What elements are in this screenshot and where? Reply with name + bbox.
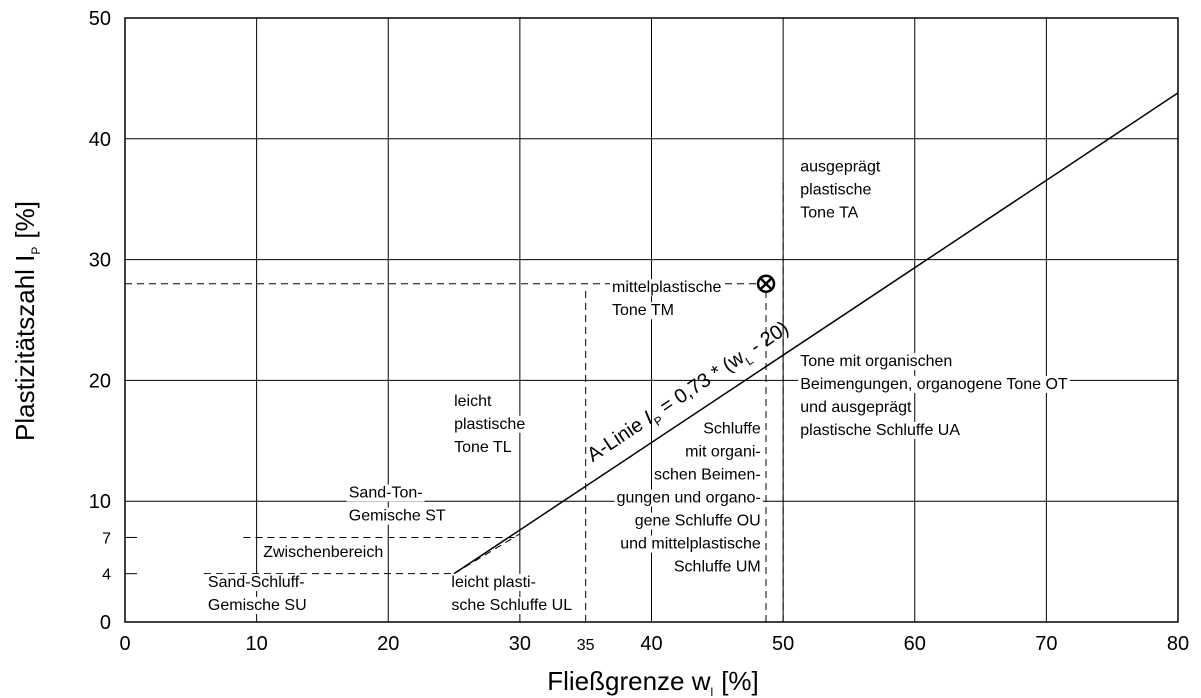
region-label-4-line-0: Schluffe [703,421,761,438]
region-label-4-line-4: gene Schluffe OU [635,513,761,530]
series-layer [453,92,1179,575]
a-line [453,92,1179,575]
y-tick-label-4: 4 [102,567,111,584]
region-label-3-line-1: plastische [454,416,525,433]
region-label-bg-3-0 [452,392,494,410]
region-label-8-line-1: sche Schluffe UL [451,597,572,614]
x-tick-label-40: 40 [640,633,662,655]
data-marker [756,274,776,294]
x-tick-label-60: 60 [904,633,926,655]
region-label-1-line-0: mittelplastische [612,279,721,296]
region-label-8-line-0: leicht plasti- [451,574,535,591]
x-tick-labels: 0 10 20 30 40 50 60 70 80 35 [119,633,1189,655]
x-tick-label-10: 10 [246,633,268,655]
region-label-4-line-3: gungen und organo- [617,490,761,507]
region-label-2-line-3: plastische Schluffe UA [800,422,960,439]
region-label-bg-4-1 [683,443,763,461]
region-label-bg-1-0 [610,279,724,297]
region-boundaries [125,181,784,622]
region-label-bg-8-1 [449,596,575,614]
region-label-3-line-2: Tone TL [454,439,512,456]
y-tick-label-20: 20 [89,370,111,392]
region-label-3-line-0: leicht [454,393,492,410]
region-label-bg-3-1 [452,415,528,433]
region-label-4-line-1: mit organi- [685,444,761,461]
region-label-bg-4-4 [632,512,763,530]
grid [124,17,1179,623]
x-tick-label-35: 35 [577,637,595,654]
y-tick-label-30: 30 [89,250,111,272]
region-label-4-line-6: Schluffe UM [674,559,761,576]
y-tick-label-0: 0 [100,612,111,634]
y-tick-label-10: 10 [89,491,111,513]
region-labels: ausgeprägt plastische Tone TA mittelplastis… [205,158,1070,614]
marker-cross-b [759,277,773,291]
region-label-bg-4-6 [671,558,763,576]
x-tick-label-20: 20 [377,633,399,655]
region-label-7-line-0: Sand-Schluff- [208,574,305,591]
region-label-bg-0-0 [798,158,883,176]
plot-frame [124,17,1179,623]
x-tick-label-0: 0 [119,633,130,655]
region-label-bg-2-3 [798,421,963,439]
y-axis-title: Plastizitätszahl IP[%] [10,201,43,441]
x-tick-label-50: 50 [772,633,794,655]
region-label-bg-3-2 [452,438,514,456]
region-label-bg-0-2 [798,204,861,222]
region-label-bg-0-1 [798,181,874,199]
region-label-bg-4-2 [652,466,763,484]
region-label-bg-7-0 [205,573,307,591]
region-label-7-line-1: Gemische SU [208,597,307,614]
region-label-4-line-5: und mittelplastische [620,536,761,553]
region-label-5-line-0: Sand-Ton- [349,485,423,502]
region-label-bg-2-2 [798,398,914,416]
y-tick-label-40: 40 [89,129,111,151]
region-label-bg-4-0 [701,420,763,438]
x-tick-label-30: 30 [509,633,531,655]
region-label-4-line-2: schen Beimen- [654,467,761,484]
region-label-bg-7-1 [205,596,309,614]
region-label-2-line-1: Beimengungen, organogene Tone OT [800,376,1068,393]
region-label-0-line-1: plastische [800,181,871,198]
region-label-0-line-2: Tone TA [800,204,858,221]
region-label-bg-1-1 [610,302,676,320]
region-label-6-line-0: Zwischenbereich [263,544,383,561]
region-label-bg-8-0 [449,573,538,591]
region-label-bg-5-1 [346,507,448,525]
region-label-bg-2-0 [798,352,955,370]
region-label-1-line-1: Tone TM [612,302,674,319]
y-tick-label-50: 50 [89,8,111,30]
region-label-2-line-0: Tone mit organischen [800,353,952,370]
x-tick-label-70: 70 [1035,633,1057,655]
x-tick-label-80: 80 [1167,633,1189,655]
region-label-bg-5-0 [346,484,425,502]
region-label-bg-6-0 [261,543,386,561]
x-axis-title: Fließgrenze wl [%] [547,666,759,698]
region-label-2-line-2: und ausgeprägt [800,399,912,416]
region-label-bg-4-5 [618,535,763,553]
region-label-0-line-0: ausgeprägt [800,158,881,175]
y-tick-labels: 0 10 20 30 40 50 4 7 [89,8,111,634]
region-label-bg-4-3 [614,489,763,507]
region-label-bg-2-1 [798,375,1070,393]
y-tick-label-7: 7 [102,530,111,547]
region-label-5-line-1: Gemische ST [349,508,446,525]
